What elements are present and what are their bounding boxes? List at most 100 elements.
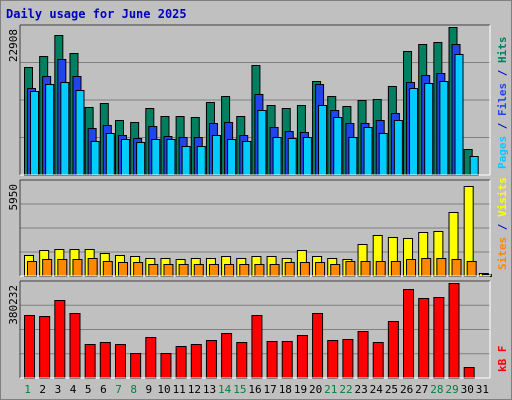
legend-entry: /	[496, 217, 509, 237]
bar-pages	[302, 137, 312, 176]
bar-kb-f	[69, 313, 81, 379]
x-tick-label: 23	[355, 383, 368, 396]
bar-kb-f	[39, 316, 51, 379]
bar-pages	[378, 133, 388, 176]
x-tick-label: 7	[115, 383, 122, 396]
bar-kb-f	[205, 340, 217, 379]
x-tick-label: 25	[385, 383, 398, 396]
bar-sites	[239, 264, 250, 277]
x-tick-label: 2	[39, 383, 46, 396]
x-tick-label: 13	[203, 383, 216, 396]
bar-sites	[269, 264, 280, 277]
bar-sites	[27, 261, 37, 277]
bar-kb-f	[403, 289, 415, 379]
bar-pages	[166, 139, 176, 176]
x-tick-label: 28	[430, 383, 443, 396]
x-tick-label: 24	[370, 383, 384, 396]
bar-pages	[45, 84, 55, 176]
bar-sites	[72, 259, 83, 277]
bar-kb-f	[175, 346, 187, 379]
bar-sites	[451, 259, 462, 277]
bar-pages	[257, 110, 267, 176]
y-max-label: 22908	[7, 29, 20, 62]
bar-pages	[409, 88, 419, 176]
bar-kb-f	[221, 333, 233, 379]
x-tick-label: 8	[130, 383, 137, 396]
bar-pages	[75, 90, 85, 176]
bar-kb-f	[357, 331, 369, 379]
x-tick-label: 20	[309, 383, 322, 396]
bar-sites	[42, 259, 53, 277]
bar-pages	[439, 81, 449, 176]
bar-pages	[454, 54, 464, 176]
x-tick-label: 10	[157, 383, 170, 396]
bar-kb-f	[387, 321, 399, 379]
bar-kb-f	[312, 313, 324, 379]
bar-sites	[224, 264, 235, 277]
x-tick-label: 6	[100, 383, 107, 396]
bar-kb-f	[99, 342, 111, 379]
bar-pages	[318, 105, 328, 176]
bar-sites	[406, 259, 417, 277]
x-tick-label: 12	[188, 383, 201, 396]
bar-pages	[393, 120, 403, 176]
chart-title: Daily usage for June 2025	[6, 7, 187, 21]
bar-kb-f	[342, 339, 354, 379]
x-tick-label: 16	[248, 383, 261, 396]
legend-entry: /	[496, 63, 509, 83]
bar-sites	[148, 264, 159, 277]
x-tick-label: 30	[461, 383, 474, 396]
bar-sites	[178, 264, 189, 277]
legend-entry: kB F	[496, 346, 509, 373]
bar-pages	[333, 117, 343, 176]
bar-pages	[136, 142, 146, 176]
bar-pages	[211, 135, 221, 176]
bar-sites	[208, 264, 219, 277]
bar-kb-f	[145, 337, 157, 379]
bar-pages	[90, 141, 100, 176]
y-max-label: 380232	[7, 285, 20, 325]
bar-pages	[151, 139, 161, 176]
bar-sites	[284, 262, 295, 277]
x-tick-label: 18	[279, 383, 292, 396]
y-max-label: 5950	[7, 184, 20, 211]
bar-sites	[466, 261, 477, 277]
bar-kb-f	[296, 335, 308, 379]
bar-kb-f	[281, 341, 293, 379]
bar-kb-f	[433, 297, 445, 379]
bar-sites	[102, 261, 113, 277]
bar-pages	[348, 137, 358, 176]
bar-kb-f	[418, 298, 430, 379]
bar-pages	[424, 83, 434, 176]
legend-label: kB F	[496, 346, 509, 373]
bar-pages	[196, 146, 206, 176]
bar-pages	[272, 137, 282, 176]
x-tick-label: 11	[173, 383, 186, 396]
bar-kb-f	[327, 340, 339, 379]
legend-entry: Visits	[496, 177, 509, 217]
bar-kb-f	[236, 342, 248, 379]
bar-kb-f	[160, 353, 172, 379]
bar-sites	[163, 264, 174, 277]
bar-pages	[120, 139, 130, 176]
bar-sites	[360, 261, 371, 277]
bar-pages	[227, 139, 237, 176]
legend-label: Sites / Visits	[496, 177, 509, 270]
bar-kb-f	[54, 300, 66, 379]
bar-pages	[181, 146, 191, 176]
bar-kb-f	[251, 315, 263, 379]
bar-sites	[345, 261, 356, 277]
x-tick-label: 5	[85, 383, 92, 396]
bar-pages	[242, 141, 252, 176]
x-tick-label: 14	[218, 383, 232, 396]
bar-sites	[57, 259, 68, 277]
x-tick-label: 3	[55, 383, 62, 396]
bar-sites	[299, 262, 310, 277]
x-tick-label: 19	[294, 383, 307, 396]
legend-entry: /	[496, 116, 509, 136]
bar-kb-f	[448, 283, 460, 379]
legend-entry: Hits	[496, 37, 509, 64]
bar-sites	[375, 261, 386, 277]
bar-kb-f	[114, 344, 126, 379]
bar-pages	[30, 91, 39, 176]
